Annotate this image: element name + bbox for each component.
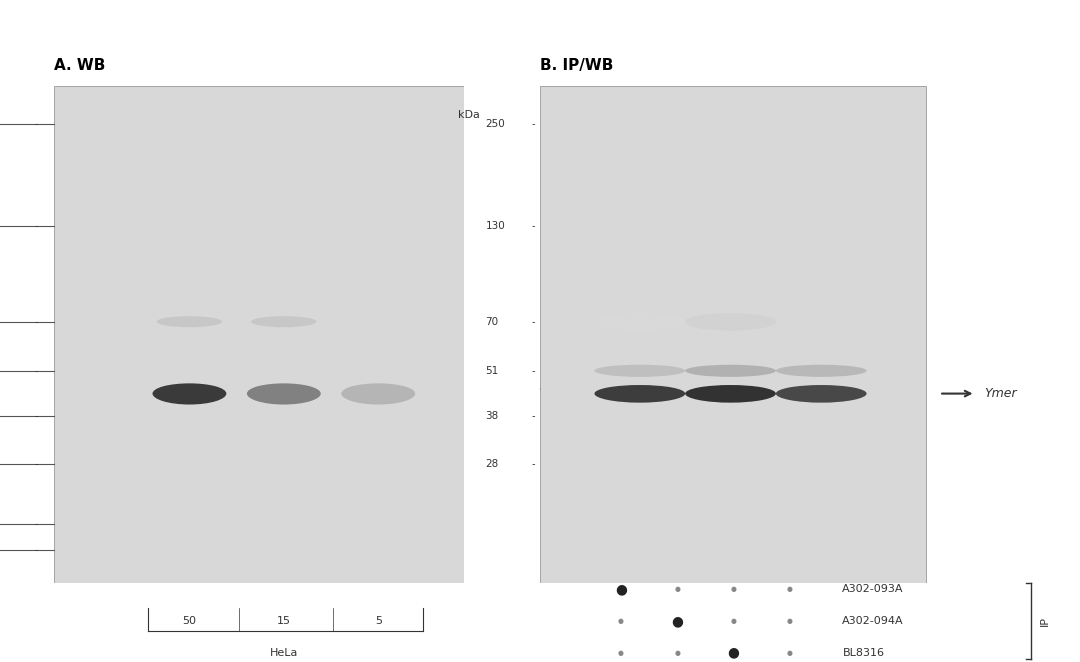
Text: -: -: [532, 316, 536, 326]
Text: ●: ●: [672, 614, 683, 628]
Text: ●: ●: [728, 645, 739, 660]
Text: -: -: [35, 411, 38, 421]
Text: -: -: [532, 365, 536, 376]
Text: -: -: [35, 545, 38, 555]
Ellipse shape: [685, 385, 775, 402]
Text: A. WB: A. WB: [54, 58, 106, 73]
Text: 38: 38: [486, 411, 499, 421]
Text: IP: IP: [1040, 616, 1050, 626]
Ellipse shape: [157, 316, 222, 327]
Text: ●: ●: [730, 586, 737, 592]
Text: Ymer: Ymer: [538, 387, 571, 400]
Text: -: -: [35, 119, 38, 129]
Text: ●: ●: [786, 586, 793, 592]
Ellipse shape: [594, 313, 685, 331]
Text: A302-094A: A302-094A: [842, 616, 904, 626]
Text: 250: 250: [486, 119, 505, 129]
Ellipse shape: [594, 365, 685, 377]
Text: 15: 15: [276, 616, 291, 626]
Text: ●: ●: [674, 649, 680, 656]
Text: Ymer: Ymer: [985, 387, 1017, 400]
Text: HeLa: HeLa: [270, 648, 298, 659]
Text: 70: 70: [486, 316, 499, 326]
Text: ●: ●: [618, 649, 624, 656]
Ellipse shape: [251, 316, 316, 327]
Text: ●: ●: [616, 582, 626, 596]
Ellipse shape: [594, 385, 685, 402]
Text: -: -: [532, 411, 536, 421]
Text: -: -: [35, 220, 38, 230]
Text: 28: 28: [486, 459, 499, 469]
Text: -: -: [532, 220, 536, 230]
Text: A302-093A: A302-093A: [842, 584, 904, 594]
Text: ●: ●: [786, 649, 793, 656]
Text: ●: ●: [786, 618, 793, 624]
Ellipse shape: [247, 383, 321, 404]
Text: 51: 51: [486, 365, 499, 376]
Text: -: -: [35, 459, 38, 469]
Ellipse shape: [685, 365, 775, 377]
Bar: [540, 86, 926, 583]
Text: B. IP/WB: B. IP/WB: [540, 58, 613, 73]
Ellipse shape: [152, 383, 227, 404]
Text: ●: ●: [674, 586, 680, 592]
Ellipse shape: [685, 313, 775, 331]
Ellipse shape: [775, 385, 866, 402]
Text: -: -: [35, 316, 38, 326]
Text: -: -: [532, 119, 536, 129]
Ellipse shape: [775, 365, 866, 377]
Text: -: -: [35, 519, 38, 529]
Text: 5: 5: [375, 616, 381, 626]
Text: -: -: [35, 365, 38, 376]
Text: ●: ●: [618, 618, 624, 624]
Text: 50: 50: [183, 616, 197, 626]
Text: ●: ●: [730, 618, 737, 624]
Ellipse shape: [341, 383, 415, 404]
Text: 130: 130: [486, 220, 505, 230]
Text: kDa: kDa: [458, 111, 481, 120]
Text: -: -: [532, 459, 536, 469]
Text: BL8316: BL8316: [842, 647, 885, 658]
